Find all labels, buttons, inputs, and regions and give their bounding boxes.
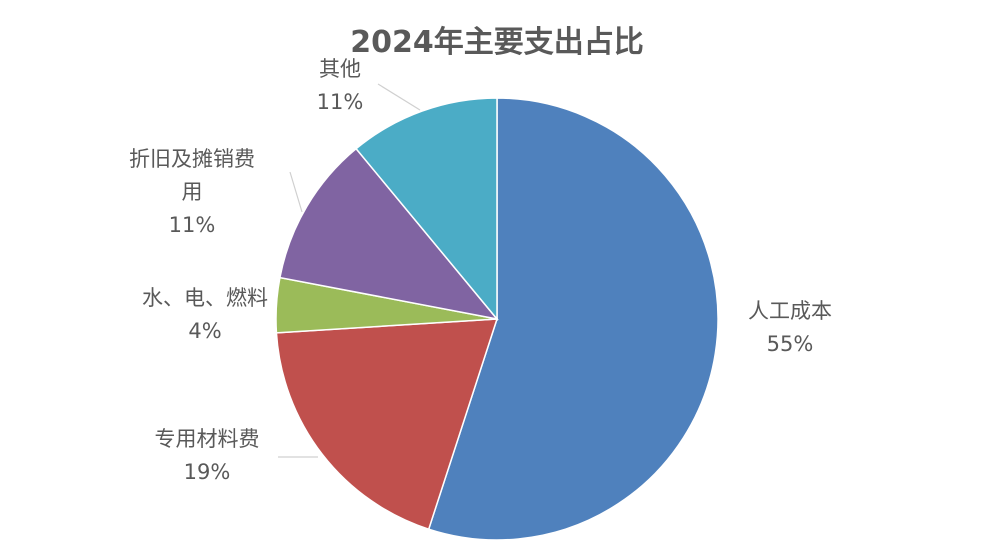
pie-slice: [275, 318, 499, 531]
slice-percent-label: 11%: [317, 90, 364, 114]
slice-category-label: 人工成本: [748, 299, 832, 323]
slice-category-label: 折旧及摊销费用: [129, 147, 255, 204]
chart-title: 2024年主要支出占比: [350, 25, 644, 60]
slice-category-label: 水、电、燃料: [142, 286, 268, 310]
pie-slice: [427, 97, 719, 541]
slice-percent-label: 19%: [184, 460, 231, 484]
leader-line: [289, 171, 303, 213]
slice-category-label: 其他: [319, 57, 361, 81]
pie-slice: [355, 97, 498, 322]
slice-percent-label: 4%: [188, 319, 221, 343]
slice-percent-label: 11%: [169, 213, 216, 237]
slice-category-label: 专用材料费: [155, 427, 260, 451]
leader-lines: [278, 83, 421, 458]
leader-line: [377, 83, 421, 111]
pie-slices: [275, 97, 719, 541]
slice-labels: 人工成本 55% 专用材料费 19% 水、电、燃料 4% 折旧及摊销费用 11% 其他 11%: [129, 57, 832, 484]
pie-slice: [279, 147, 499, 321]
slice-percent-label: 55%: [767, 332, 814, 356]
